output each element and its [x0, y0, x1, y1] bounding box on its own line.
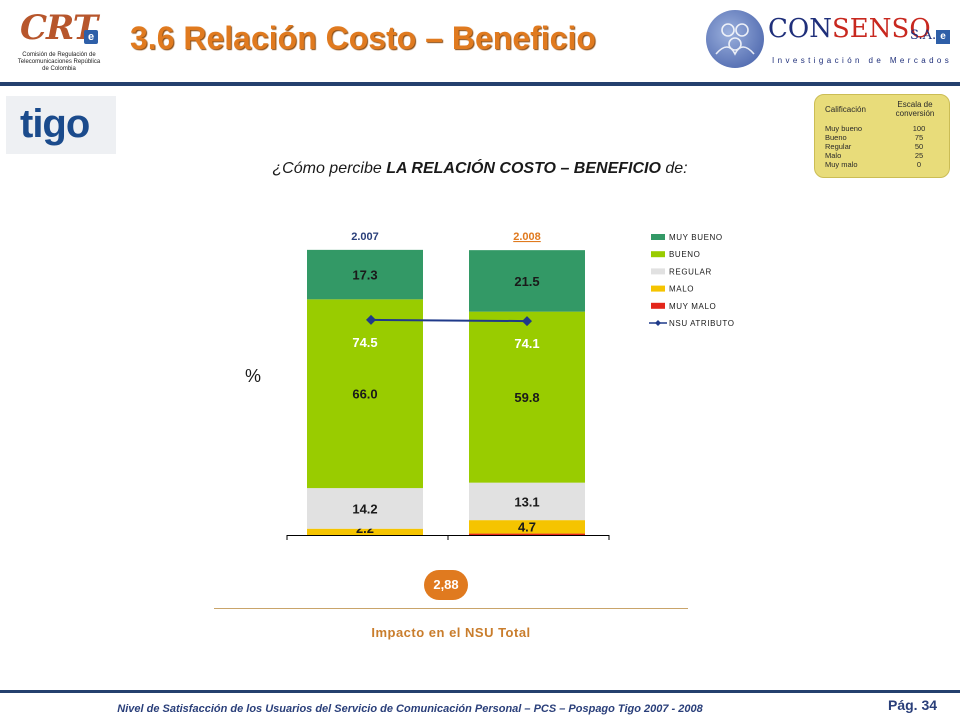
consenso-word-b: SENSO: [831, 14, 931, 44]
consenso-suffix: S.A.: [910, 28, 937, 43]
tigo-logo-text: tigo: [20, 102, 90, 146]
scale-row-label: Regular: [825, 142, 852, 151]
legend-label: REGULAR: [669, 267, 712, 276]
scale-row-value: 0: [916, 160, 922, 169]
category-label: 2.007: [351, 231, 379, 243]
footer-text: Nivel de Satisfacción de los Usuarios de…: [117, 703, 703, 715]
data-label: 17.3: [352, 268, 377, 283]
data-label: 4.7: [518, 520, 536, 535]
scale-header-rating: Calificación: [825, 105, 866, 114]
legend-label: BUENO: [669, 250, 700, 259]
bar-segment-regular: [469, 482, 585, 521]
legend-swatch: [651, 268, 665, 275]
nsu-point: [522, 316, 532, 327]
legend-swatch: [651, 234, 665, 240]
legend-label: MUY BUENO: [669, 233, 723, 242]
impact-divider: [214, 608, 688, 609]
crt-badge-icon: e: [84, 30, 98, 44]
legend-marker: [655, 320, 661, 326]
tigo-logo: tigo: [6, 96, 116, 154]
scale-row-label: Muy bueno: [825, 124, 863, 133]
scale-row-value: 100: [912, 124, 926, 133]
legend-swatch: [651, 302, 665, 309]
bar-segment-malo: [469, 520, 585, 534]
data-label: 59.8: [514, 390, 539, 405]
consenso-badge-icon: e: [936, 30, 950, 44]
footer-divider: [0, 690, 960, 693]
scale-row: Muy malo 0: [825, 160, 943, 169]
data-label: 21.5: [514, 274, 539, 289]
scale-row: Regular 50: [825, 142, 943, 151]
crt-logo-subtitle: Comisión de Regulación de Telecomunicaci…: [17, 52, 101, 72]
nsu-label: 74.1: [514, 336, 539, 351]
bar-segment-malo: [307, 528, 423, 535]
bar-segment-muy-bueno: [469, 250, 585, 312]
bar-segment-regular: [307, 488, 423, 529]
scale-row: Muy bueno 100: [825, 124, 943, 133]
scale-row: Bueno 75: [825, 133, 943, 142]
legend-label: NSU ATRIBUTO: [669, 319, 735, 328]
data-label: 66.0: [352, 387, 377, 402]
nsu-point: [366, 314, 376, 325]
question-prefix: ¿Cómo percibe: [272, 160, 387, 177]
scale-row-label: Muy malo: [825, 160, 858, 169]
scale-row-value: 50: [914, 142, 924, 151]
page-number: Pág. 34: [888, 697, 938, 713]
legend-label: MALO: [669, 285, 694, 294]
impact-label: Impacto en el NSU Total: [371, 625, 531, 640]
nsu-line: [370, 318, 528, 323]
data-label: 14.2: [352, 501, 377, 516]
data-label: 13.1: [514, 494, 539, 509]
category-label: 2.008: [513, 231, 541, 243]
scale-header-conversion: Escala de conversión: [895, 100, 935, 118]
bar-segment-bueno: [307, 299, 423, 489]
consenso-logo: CONSENSO S.A. Investigación de Mercados …: [702, 6, 952, 80]
scale-row-label: Malo: [825, 151, 842, 160]
conversion-scale-box: Calificación Escala de conversión Muy bu…: [814, 94, 950, 178]
scale-row-label: Bueno: [825, 133, 847, 142]
question-suffix: de:: [660, 160, 688, 177]
consenso-word-a: CON: [768, 14, 832, 44]
consenso-tagline: Investigación de Mercados: [772, 56, 953, 65]
nsu-label: 74.5: [352, 335, 377, 350]
bar-segment-muy-bueno: [307, 249, 423, 300]
question-topic: LA RELACIÓN COSTO – BENEFICIO: [386, 160, 661, 177]
crt-logo: CRT e Comisión de Regulación de Telecomu…: [14, 8, 104, 80]
globe-icon: [706, 10, 764, 68]
scale-row-value: 25: [914, 151, 924, 160]
legend-swatch: [651, 251, 665, 258]
y-axis-label: %: [245, 366, 261, 386]
impact-value-badge: 2,88: [424, 570, 468, 600]
survey-question: ¿Cómo percibe LA RELACIÓN COSTO – BENEFI…: [0, 160, 960, 178]
legend-label: MUY MALO: [669, 302, 716, 311]
consenso-wordmark: CONSENSO: [768, 14, 931, 44]
scale-row: Malo 25: [825, 151, 943, 160]
legend-swatch: [651, 285, 665, 292]
bar-segment-muy-malo: [469, 533, 585, 535]
header-divider: [0, 82, 960, 86]
page-title: 3.6 Relación Costo – Beneficio: [130, 20, 596, 56]
scale-row-value: 75: [914, 133, 924, 142]
bar-segment-bueno: [469, 311, 585, 483]
